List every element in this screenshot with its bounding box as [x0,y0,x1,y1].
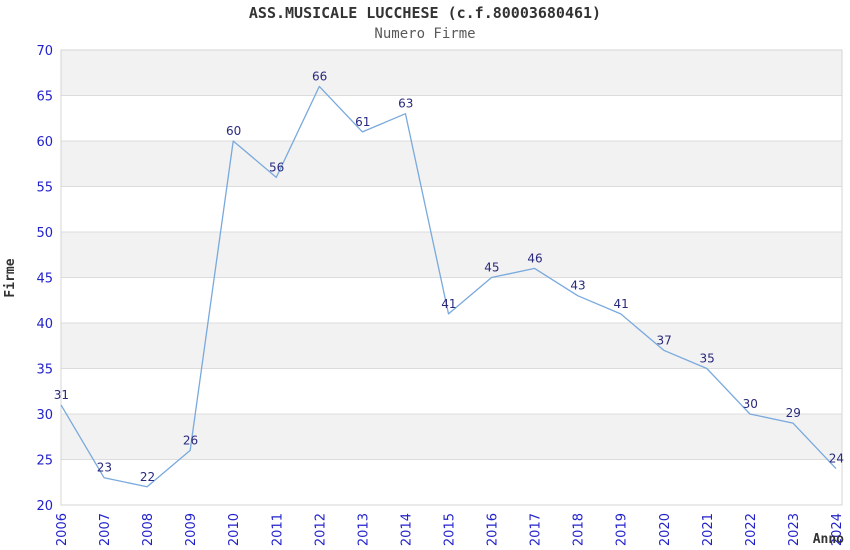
x-tick-label: 2016 [486,513,501,546]
data-label: 41 [613,297,628,311]
x-tick-label: 2012 [313,513,328,546]
plot-band [61,414,842,460]
x-tick-label: 2021 [701,513,716,546]
plot-band [61,323,842,369]
y-tick-label: 30 [36,408,53,423]
x-tick-label: 2020 [658,513,673,546]
data-label: 43 [570,279,585,293]
y-tick-label: 45 [36,272,53,287]
data-label: 26 [183,433,198,447]
x-tick-label: 2019 [615,513,630,546]
data-label: 66 [312,69,327,83]
y-tick-label: 25 [36,454,53,469]
plot-band [61,141,842,187]
plot-band [61,50,842,96]
data-label: 30 [743,397,758,411]
x-tick-label: 2013 [356,513,371,546]
x-axis-title: Anno [813,532,844,547]
plot-border [60,49,843,506]
data-label: 46 [527,251,542,265]
data-label: 24 [829,452,844,466]
y-tick-label: 35 [36,363,53,378]
chart-title: ASS.MUSICALE LUCCHESE (c.f.80003680461) [248,4,602,22]
x-tick-label: 2007 [98,513,113,546]
data-label: 22 [140,470,155,484]
data-label: 29 [786,406,801,420]
y-tick-label: 65 [36,90,53,105]
x-tick-label: 2008 [141,513,156,546]
x-tick-label: 2011 [270,513,285,546]
chart-subtitle: Numero Firme [374,26,476,42]
x-tick-label: 2024 [830,513,845,546]
x-tick-label: 2010 [227,513,242,546]
y-tick-label: 70 [36,44,53,59]
x-tick-label: 2022 [744,513,759,546]
x-tick-label: 2009 [184,513,199,546]
data-label: 45 [484,261,499,275]
data-label: 61 [355,115,370,129]
data-label: 56 [269,160,284,174]
y-tick-label: 60 [36,135,53,150]
x-tick-label: 2006 [55,513,70,546]
x-tick-label: 2015 [443,513,458,546]
data-label: 35 [700,352,715,366]
y-tick-label: 20 [36,499,53,514]
data-label: 63 [398,97,413,111]
data-label: 60 [226,124,241,138]
x-tick-label: 2023 [787,513,802,546]
data-label: 41 [441,297,456,311]
series-line [60,85,837,488]
data-label: 37 [656,333,671,347]
y-tick-label: 40 [36,317,53,332]
x-tick-label: 2014 [399,513,414,546]
data-label: 31 [54,388,69,402]
x-tick-label: 2018 [572,513,587,546]
y-axis-title: Firme [3,258,18,297]
x-tick-label: 2017 [529,513,544,546]
plot-band [61,232,842,278]
data-label: 23 [97,461,112,475]
y-tick-label: 55 [36,181,53,196]
y-tick-label: 50 [36,226,53,241]
